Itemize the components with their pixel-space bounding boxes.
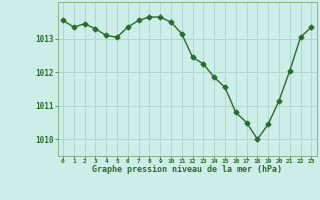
X-axis label: Graphe pression niveau de la mer (hPa): Graphe pression niveau de la mer (hPa) <box>92 165 282 174</box>
